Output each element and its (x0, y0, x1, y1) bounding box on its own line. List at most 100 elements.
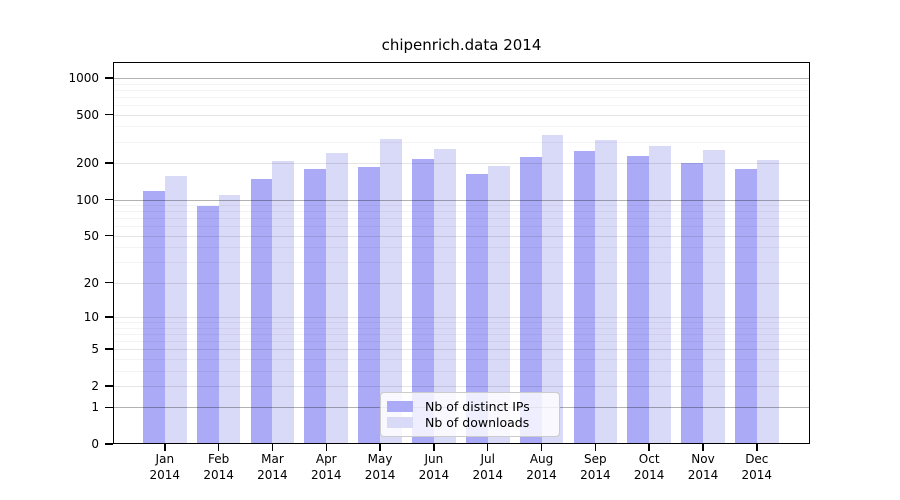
y-axis-tick-200 (105, 162, 113, 164)
bar-nb-of-distinct-ips-jul (465, 173, 488, 444)
x-axis-tick-feb (217, 444, 220, 451)
y-axis-label-200: 200 (76, 156, 99, 171)
y-axis-tick-50 (105, 234, 113, 237)
year-text: 2014 (633, 468, 665, 482)
x-axis-label-jan: Jan 2014 (137, 451, 193, 483)
bar-nb-of-distinct-ips-jan (143, 190, 165, 444)
y-axis-tick-5 (105, 348, 113, 350)
bar-nb-of-downloads-may (380, 138, 402, 444)
x-axis-tick-jun (433, 444, 435, 451)
x-axis-label-dec: Dec 2014 (729, 451, 785, 483)
x-axis-tick-sep (594, 444, 597, 451)
bar-nb-of-distinct-ips-may (358, 167, 381, 444)
legend-item-distinct-ips: Nb of distinct IPs (387, 398, 549, 415)
x-axis-label-jun: Jun 2014 (406, 451, 462, 483)
chart-title: chipenrich.data 2014 (381, 36, 542, 54)
plot-area: 0 1 2 5 10 20 50 100 200 500 1000 Jan 2014 Feb 2014 Mar… (68, 62, 810, 482)
x-axis-label-feb: Feb 2014 (191, 451, 247, 483)
y-axis-tick-2 (105, 385, 113, 387)
y-axis-tick-20 (105, 281, 113, 284)
x-axis-label-apr: Apr 2014 (298, 451, 354, 483)
y-axis-label-500: 500 (76, 107, 99, 122)
y-axis-tick-10 (105, 316, 113, 318)
y-axis-label-0: 0 (91, 437, 99, 451)
month-text: Jul (480, 452, 495, 466)
bar-nb-of-distinct-ips-aug (519, 157, 542, 444)
legend: Nb of distinct IPs Nb of downloads (380, 392, 560, 437)
year-text: 2014 (741, 468, 773, 482)
bar-nb-of-downloads-jan (164, 176, 187, 444)
bar-nb-of-distinct-ips-oct (627, 156, 650, 444)
year-text: 2014 (203, 468, 234, 482)
month-text: Apr (315, 452, 337, 466)
x-axis-tick-oct (648, 444, 650, 451)
year-text: 2014 (580, 468, 611, 482)
legend-item-downloads: Nb of downloads (387, 415, 549, 432)
bar-nb-of-distinct-ips-dec (735, 168, 757, 444)
x-axis-label-jul: Jul 2014 (460, 451, 516, 483)
month-text: Jun (424, 452, 444, 466)
x-axis-label-mar: Mar 2014 (244, 451, 300, 483)
legend-label-downloads: Nb of downloads (425, 415, 530, 431)
year-text: 2014 (149, 468, 181, 482)
year-text: 2014 (472, 468, 503, 482)
bar-nb-of-downloads-nov (703, 150, 725, 444)
month-text: Aug (529, 452, 554, 466)
y-axis-tick-100 (105, 198, 113, 201)
y-axis-label-10: 10 (83, 309, 99, 324)
legend-swatch-distinct-ips (387, 400, 413, 412)
bar-nb-of-downloads-oct (649, 145, 671, 444)
month-text: May (367, 452, 393, 466)
y-axis-tick-1 (105, 406, 113, 409)
year-text: 2014 (364, 468, 396, 482)
x-axis-label-sep: Sep 2014 (567, 451, 623, 483)
y-axis-tick-0 (105, 443, 113, 445)
bars-layer (113, 62, 810, 444)
bar-nb-of-downloads-apr (326, 153, 349, 444)
legend-swatch-downloads (387, 417, 413, 429)
year-text: 2014 (257, 468, 288, 482)
x-axis-label-may: May 2014 (352, 451, 408, 483)
x-axis-tick-jan (164, 444, 166, 451)
year-text: 2014 (418, 468, 450, 482)
bar-nb-of-distinct-ips-jun (412, 158, 434, 444)
year-text: 2014 (687, 468, 719, 482)
month-text: Oct (638, 452, 660, 466)
bar-nb-of-downloads-jul (487, 166, 510, 444)
bar-nb-of-distinct-ips-feb (196, 205, 219, 444)
legend-label-distinct-ips: Nb of distinct IPs (425, 398, 530, 414)
y-axis-label-50: 50 (83, 228, 99, 243)
bar-nb-of-distinct-ips-apr (304, 169, 327, 444)
y-axis-label-1: 1 (91, 400, 99, 415)
bar-nb-of-downloads-sep (595, 139, 618, 444)
month-text: Sep (584, 452, 607, 466)
y-axis-tick-500 (105, 113, 113, 116)
bar-nb-of-downloads-feb (218, 194, 241, 444)
x-axis-tick-mar (271, 444, 274, 451)
x-axis-label-nov: Nov 2014 (675, 451, 731, 483)
bar-nb-of-downloads-aug (541, 135, 564, 444)
bar-nb-of-distinct-ips-mar (250, 178, 273, 444)
bar-nb-of-downloads-mar (272, 160, 295, 444)
month-text: Dec (745, 452, 769, 466)
y-axis-label-5: 5 (91, 342, 99, 357)
x-axis-tick-aug (540, 444, 543, 451)
x-axis-tick-dec (756, 444, 758, 451)
month-text: Jan (155, 452, 175, 466)
x-axis-tick-apr (325, 444, 327, 451)
x-axis-tick-may (379, 444, 381, 451)
x-axis-label-aug: Aug 2014 (514, 451, 570, 483)
month-text: Mar (261, 452, 284, 466)
bar-nb-of-distinct-ips-nov (681, 162, 703, 444)
bar-nb-of-distinct-ips-sep (573, 151, 596, 444)
axis-ticks-layer: 0 1 2 5 10 20 50 100 200 500 1000 Jan 2014 Feb 2014 Mar… (68, 62, 810, 482)
month-text: Feb (207, 452, 230, 466)
x-axis-label-oct: Oct 2014 (621, 451, 677, 483)
y-axis-label-20: 20 (83, 275, 99, 290)
year-text: 2014 (310, 468, 342, 482)
y-axis-label-2: 2 (91, 378, 99, 393)
bar-nb-of-downloads-jun (433, 148, 456, 444)
y-axis-label-1000: 1000 (68, 71, 99, 85)
month-text: Nov (691, 452, 715, 466)
